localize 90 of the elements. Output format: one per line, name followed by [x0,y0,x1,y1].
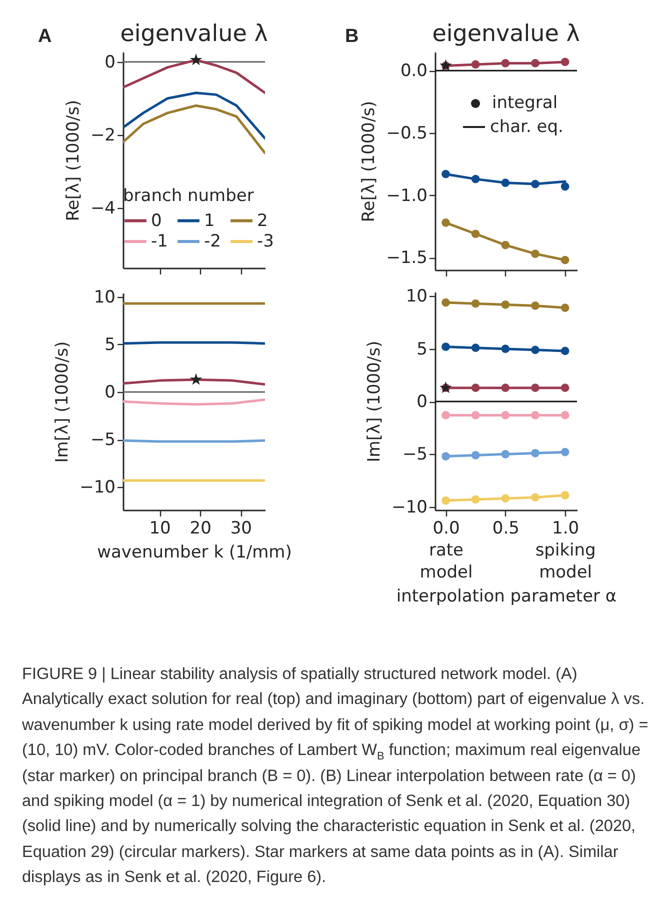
text: A [38,26,52,48]
point [501,300,510,309]
legend-label: 0 [151,210,162,231]
y-axis-title: Re[λ] (1000/s) [63,100,84,222]
point [531,411,540,420]
line-series [123,92,265,140]
y-tick-label: −10 [80,478,116,498]
point [442,452,450,460]
y-axis-title: Im[λ] (1000/s) [364,340,385,462]
x-tick-label: 30 [230,518,252,538]
point [471,451,480,460]
x-tick-label: 10 [149,518,171,538]
x-tick-label: 0.0 rate model [420,518,473,582]
chart-title: eigenvalue λ [120,21,268,47]
x-tick-label: 20 [190,518,212,538]
point [442,496,450,505]
legend-label: 2 [257,210,268,231]
point [531,59,540,68]
point [440,59,452,71]
chart-title: eigenvalue λ [432,21,580,47]
legend-label: 1 [204,210,215,231]
point [471,384,480,392]
point [560,346,570,356]
point [560,182,570,191]
point [501,494,510,503]
y-tick-label: 5 [104,334,116,355]
point [471,495,480,504]
y-tick-label: 10 [94,287,116,308]
y-axis-title: Im[λ] (1000/s) [52,341,73,463]
y-axis-title: Re[λ] (1000/s) [359,100,380,222]
point [501,240,510,250]
point [501,450,510,458]
point [471,299,480,308]
y-tick-label: −2 [90,125,116,146]
point [440,381,452,394]
y-tick-label: 5 [416,339,428,360]
point [560,58,570,66]
y-tick-label: 0.0 [400,61,428,82]
x-tick-label: 1.0 spiking model [535,518,596,582]
point [471,344,480,352]
point [501,384,510,392]
legend-label: -3 [257,232,274,252]
point [442,342,450,351]
y-tick-label: −10 [392,497,428,518]
point [560,491,570,500]
point [560,384,570,392]
y-tick-label: −1.5 [386,248,428,268]
y-tick-label: 0 [104,382,116,402]
point [471,174,480,184]
y-tick-label: 10 [406,286,428,307]
legend-label: -2 [204,232,221,252]
point [501,59,510,68]
point [471,60,480,69]
point [531,384,540,392]
point [531,250,540,258]
point [560,448,570,456]
y-tick-label: −5 [90,430,116,450]
y-tick-label: 0 [416,392,428,412]
point [501,344,510,354]
text: B [345,26,359,48]
point [501,411,510,420]
y-tick-label: −4 [90,198,116,218]
legend-title: branch number [123,186,254,206]
y-tick-label: −0.5 [386,123,428,144]
x-tick-label: 0.5 [492,518,520,538]
point [560,256,570,264]
text: FIGURE 9 | Linear stability analysis of spatially structured network model. (A) Analytically exact solution for real (top) and imaginary (bottom) part of eigenvalue λ vs. wavenumber k using rate model derived by fit of spiking model at working point (μ, σ) = (10, 10) mV. Color-coded branches of Lambert W$_{B}$ function; maximum real eigenvalue (star marker) on principal branch (B = 0). (B) Linear interpolation between rate (α = 0) and spiking model (α = 1) by numerical integration of Senk et al. (2020, Equation 30) (solid line) and by numerically solving the characteristic equation in Senk et al. (2020, Equation 29) (circular markers). Star markers at same data points as in (A). Similar displays as in Senk et al. (2020, Figure 6). [22,665,648,886]
point [442,170,450,178]
annotation: integral [492,93,558,113]
point [531,493,540,502]
point [531,302,540,310]
point [560,411,570,420]
y-tick-label: −5 [402,444,428,465]
legend-label: -1 [151,232,168,252]
point [471,411,480,420]
y-tick-label: −1.0 [386,186,428,206]
y-tick-label: 0 [104,52,116,72]
point [501,178,510,187]
point [531,448,540,458]
point [471,230,480,238]
x-axis-title: interpolation parameter α [396,586,617,606]
point [442,411,450,420]
point [560,304,570,312]
x-axis-title: wavenumber k (1/mm) [97,542,292,562]
line-series [123,104,265,154]
point [442,298,450,307]
point [442,218,450,227]
point [531,180,540,188]
annotation: char. eq. [490,117,564,137]
point [531,346,540,354]
